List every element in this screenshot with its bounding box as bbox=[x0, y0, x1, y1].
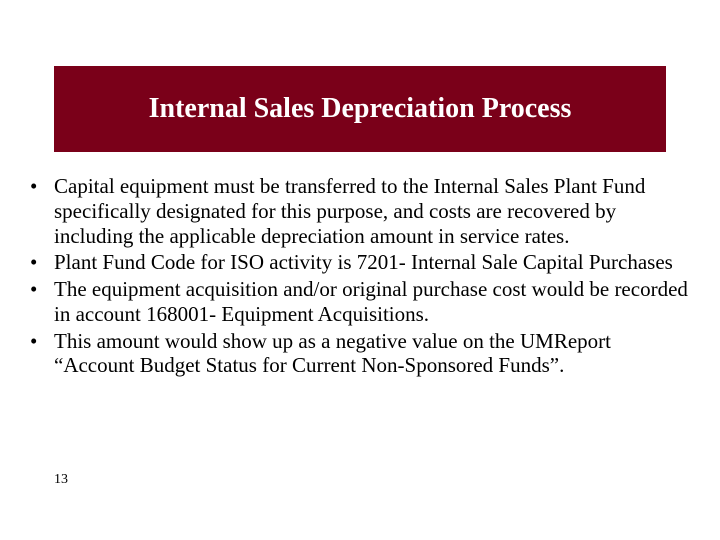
body-content: Capital equipment must be transferred to… bbox=[24, 174, 696, 380]
slide-title: Internal Sales Depreciation Process bbox=[149, 93, 572, 125]
list-item: Capital equipment must be transferred to… bbox=[24, 174, 696, 248]
slide: Internal Sales Depreciation Process Capi… bbox=[0, 0, 720, 540]
list-item: Plant Fund Code for ISO activity is 7201… bbox=[24, 250, 696, 275]
bullet-list: Capital equipment must be transferred to… bbox=[24, 174, 696, 378]
title-box: Internal Sales Depreciation Process bbox=[54, 66, 666, 152]
list-item: This amount would show up as a negative … bbox=[24, 329, 696, 379]
list-item: The equipment acquisition and/or origina… bbox=[24, 277, 696, 327]
page-number: 13 bbox=[54, 472, 68, 488]
